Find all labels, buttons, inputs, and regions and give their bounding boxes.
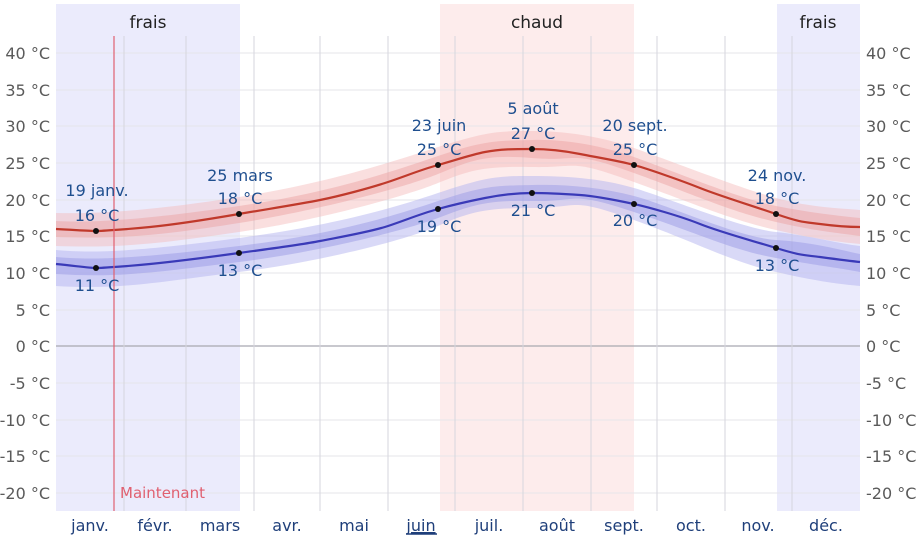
svg-text:20 °C: 20 °C xyxy=(5,191,50,210)
annotation-low-sep: 20 °C xyxy=(613,211,658,230)
horizontal-gridlines xyxy=(56,52,860,494)
svg-text:0 °C: 0 °C xyxy=(866,337,900,356)
high-temp-inner-band xyxy=(56,139,860,238)
svg-text:35 °C: 35 °C xyxy=(866,81,911,100)
svg-text:10 °C: 10 °C xyxy=(5,264,50,283)
y-axis-right: 40 °C 35 °C 30 °C 25 °C 20 °C 15 °C 10 °… xyxy=(866,44,916,503)
svg-text:-5 °C: -5 °C xyxy=(866,374,906,393)
y-axis-left: 40 °C 35 °C 30 °C 25 °C 20 °C 15 °C 10 °… xyxy=(0,44,50,503)
band-hot-label: chaud xyxy=(511,13,563,33)
month-jan[interactable]: janv. xyxy=(70,516,109,535)
svg-text:20 °C: 20 °C xyxy=(866,191,911,210)
svg-text:5 °C: 5 °C xyxy=(16,301,50,320)
svg-text:15 °C: 15 °C xyxy=(866,227,911,246)
svg-text:10 °C: 10 °C xyxy=(866,264,911,283)
annotation-dots xyxy=(93,146,779,271)
svg-text:-10 °C: -10 °C xyxy=(0,411,50,430)
svg-text:40 °C: 40 °C xyxy=(5,44,50,63)
svg-text:-15 °C: -15 °C xyxy=(866,447,916,466)
annotation-low-jun: 19 °C xyxy=(417,217,462,236)
high-temp-line xyxy=(55,147,861,233)
annotation-high-sep: 25 °C xyxy=(613,140,658,159)
svg-text:-5 °C: -5 °C xyxy=(10,374,50,393)
month-may[interactable]: mai xyxy=(339,516,369,535)
svg-text:25 °C: 25 °C xyxy=(866,154,911,173)
svg-text:0 °C: 0 °C xyxy=(16,337,50,356)
annotation-date-jun: 23 juin xyxy=(412,116,467,135)
month-oct[interactable]: oct. xyxy=(676,516,706,535)
annotation-high-mar: 18 °C xyxy=(218,189,263,208)
svg-text:5 °C: 5 °C xyxy=(866,301,900,320)
band-cool-label-1: frais xyxy=(130,13,167,33)
month-feb[interactable]: févr. xyxy=(137,516,172,535)
annotation-high-jan: 16 °C xyxy=(75,206,120,225)
high-temp-outer-band xyxy=(56,131,860,247)
annotation-low-jan: 11 °C xyxy=(75,276,120,295)
svg-text:-15 °C: -15 °C xyxy=(0,447,50,466)
svg-text:30 °C: 30 °C xyxy=(866,117,911,136)
svg-text:15 °C: 15 °C xyxy=(5,227,50,246)
band-hot xyxy=(440,4,634,511)
month-apr[interactable]: avr. xyxy=(272,516,301,535)
band-cool-label-2: frais xyxy=(800,13,837,33)
svg-text:30 °C: 30 °C xyxy=(5,117,50,136)
annotation-low-nov: 13 °C xyxy=(755,256,800,275)
annotation-date-aug: 5 août xyxy=(507,99,558,118)
svg-text:-20 °C: -20 °C xyxy=(0,484,50,503)
annotation-date-mar: 25 mars xyxy=(207,166,273,185)
annotation-high-nov: 18 °C xyxy=(755,189,800,208)
month-jun[interactable]: juin xyxy=(405,516,435,535)
svg-text:35 °C: 35 °C xyxy=(5,81,50,100)
svg-text:40 °C: 40 °C xyxy=(866,44,911,63)
low-temp-inner-band xyxy=(56,184,860,276)
annotation-low-aug: 21 °C xyxy=(511,201,556,220)
low-temp-line xyxy=(55,191,861,270)
annotation-date-sep: 20 sept. xyxy=(602,116,667,135)
svg-text:-10 °C: -10 °C xyxy=(866,411,916,430)
month-mar[interactable]: mars xyxy=(200,516,240,535)
month-nov[interactable]: nov. xyxy=(741,516,774,535)
svg-text:-20 °C: -20 °C xyxy=(866,484,916,503)
month-dec[interactable]: déc. xyxy=(809,516,843,535)
month-jul[interactable]: juil. xyxy=(474,516,504,535)
annotation-high-aug: 27 °C xyxy=(511,124,556,143)
month-sep[interactable]: sept. xyxy=(604,516,644,535)
annotation-high-jun: 25 °C xyxy=(417,140,462,159)
now-marker-label: Maintenant xyxy=(120,484,205,502)
svg-text:25 °C: 25 °C xyxy=(5,154,50,173)
month-aug[interactable]: août xyxy=(539,516,575,535)
annotation-date-jan: 19 janv. xyxy=(65,181,128,200)
annotation-date-nov: 24 nov. xyxy=(748,166,807,185)
annotation-low-mar: 13 °C xyxy=(218,261,263,280)
